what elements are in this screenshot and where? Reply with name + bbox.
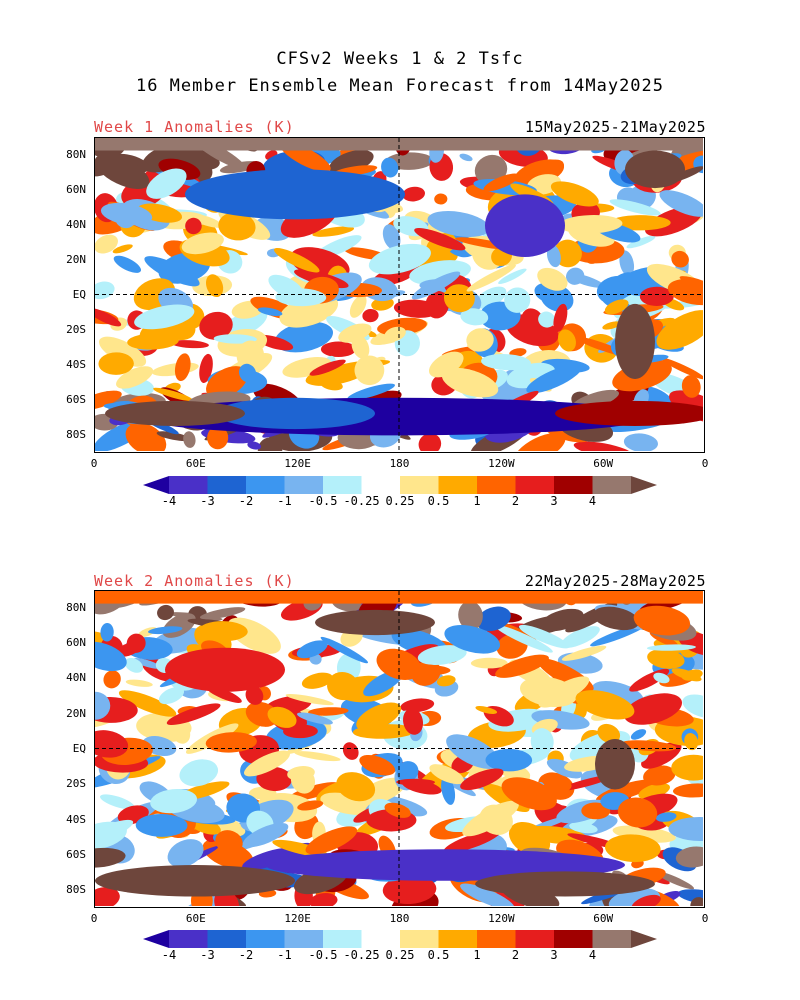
colorbar-swatch [169, 930, 208, 948]
colorbar-label: 0.5 [427, 948, 450, 962]
lon-tick-label: 0 [90, 457, 98, 470]
panel1-map [94, 137, 705, 453]
chart-title-line2: 16 Member Ensemble Mean Forecast from 14… [135, 76, 665, 96]
colorbar-swatch [477, 476, 516, 494]
panel1-date-range: 15May2025-21May2025 [524, 118, 706, 136]
colorbar-swatch [477, 930, 516, 948]
lon-tick-label: 60E [185, 912, 206, 925]
colorbar-label: 4 [588, 494, 597, 508]
lat-tick-label: 40N [66, 217, 86, 231]
colorbar-swatch [592, 930, 631, 948]
lat-tick-label: 60S [66, 393, 86, 407]
colorbar-swatch [246, 930, 285, 948]
colorbar-swatch [323, 476, 362, 494]
lat-tick-label: EQ [72, 742, 86, 755]
lat-tick-label: EQ [72, 288, 86, 301]
colorbar-label: 2 [511, 494, 520, 508]
colorbar-swatch [207, 930, 246, 948]
lon-tick-label: 180 [389, 912, 410, 925]
colorbar-label: 1 [473, 948, 481, 962]
colorbar-swatch [246, 476, 285, 494]
panel1-colorbar [143, 476, 657, 498]
colorbar-swatch [284, 930, 323, 948]
lon-tick-label: 120W [488, 912, 515, 925]
lon-tick-label: 120W [488, 457, 515, 470]
colorbar-label: 0.5 [427, 494, 450, 508]
colorbar-swatch [284, 476, 323, 494]
colorbar-label: -0.5 [308, 948, 338, 962]
panel2-date-range: 22May2025-28May2025 [524, 572, 706, 590]
colorbar-swatch [169, 476, 208, 494]
colorbar-label: -4 [161, 494, 177, 508]
chart-title-line1: CFSv2 Weeks 1 & 2 Tsfc [276, 49, 524, 69]
colorbar-label: -0.25 [343, 948, 380, 962]
lat-tick-label: 40S [66, 358, 86, 372]
colorbar-low-arrow [143, 930, 169, 948]
colorbar-label: -4 [161, 948, 177, 962]
colorbar-swatch [438, 930, 477, 948]
lon-tick-label: 120E [284, 912, 311, 925]
lon-tick-label: 60W [593, 912, 614, 925]
panel2-label: Week 2 Anomalies (K) [94, 572, 295, 590]
colorbar-swatch [515, 930, 554, 948]
colorbar-label: 0.25 [385, 494, 415, 508]
colorbar-label: -3 [200, 948, 215, 962]
panel2-colorbar [143, 930, 657, 952]
colorbar-label: 0.25 [385, 948, 415, 962]
anomaly-field [95, 591, 703, 906]
colorbar-label: -0.25 [343, 494, 380, 508]
colorbar-swatch [361, 476, 400, 494]
colorbar-swatch [361, 930, 400, 948]
lat-tick-label: 80N [66, 147, 86, 161]
lat-tick-label: 40S [66, 812, 86, 826]
lat-tick-label: 60N [66, 636, 86, 649]
lat-tick-label: 20S [66, 777, 86, 791]
lat-tick-label: 20N [66, 252, 86, 266]
colorbar-swatch [438, 476, 477, 494]
colorbar-label: 3 [550, 494, 558, 508]
colorbar-label: -2 [238, 948, 254, 962]
lat-tick-label: 60S [66, 848, 86, 861]
colorbar-label: -2 [238, 494, 254, 508]
colorbar-swatch [515, 476, 554, 494]
colorbar-swatch [323, 930, 362, 948]
colorbar-high-arrow [631, 930, 657, 948]
lat-tick-label: 20S [66, 323, 86, 337]
colorbar-label: 4 [588, 948, 597, 962]
lon-tick-label: 0 [701, 912, 709, 925]
lat-tick-label: 80S [66, 428, 86, 442]
colorbar-label: 1 [473, 494, 481, 508]
lat-tick-label: 40N [66, 671, 86, 685]
colorbar-label: -1 [277, 948, 292, 962]
colorbar-label: 2 [511, 948, 520, 962]
panel1-label: Week 1 Anomalies (K) [94, 118, 295, 136]
colorbar-swatch [592, 476, 631, 494]
lat-tick-label: 20N [66, 706, 86, 720]
colorbar-label: -0.5 [308, 494, 338, 508]
lon-tick-label: 60E [185, 457, 206, 470]
anomaly-field [95, 138, 703, 451]
lat-tick-label: 80N [66, 600, 86, 614]
lon-tick-label: 0 [701, 457, 709, 470]
lat-tick-label: 60N [66, 182, 86, 196]
colorbar-swatch [400, 476, 439, 494]
colorbar-swatch [554, 476, 593, 494]
colorbar-label: 3 [550, 948, 558, 962]
colorbar-swatch [207, 476, 246, 494]
colorbar-label: -1 [277, 494, 292, 508]
lon-tick-label: 60W [593, 457, 614, 470]
lon-tick-label: 120E [284, 457, 311, 470]
colorbar-high-arrow [631, 476, 657, 494]
panel2-map [94, 590, 705, 908]
colorbar-swatch [554, 930, 593, 948]
lon-tick-label: 0 [90, 912, 98, 925]
colorbar-low-arrow [143, 476, 169, 494]
lon-tick-label: 180 [389, 457, 410, 470]
lat-tick-label: 80S [66, 883, 86, 897]
colorbar-swatch [400, 930, 439, 948]
colorbar-label: -3 [200, 494, 215, 508]
